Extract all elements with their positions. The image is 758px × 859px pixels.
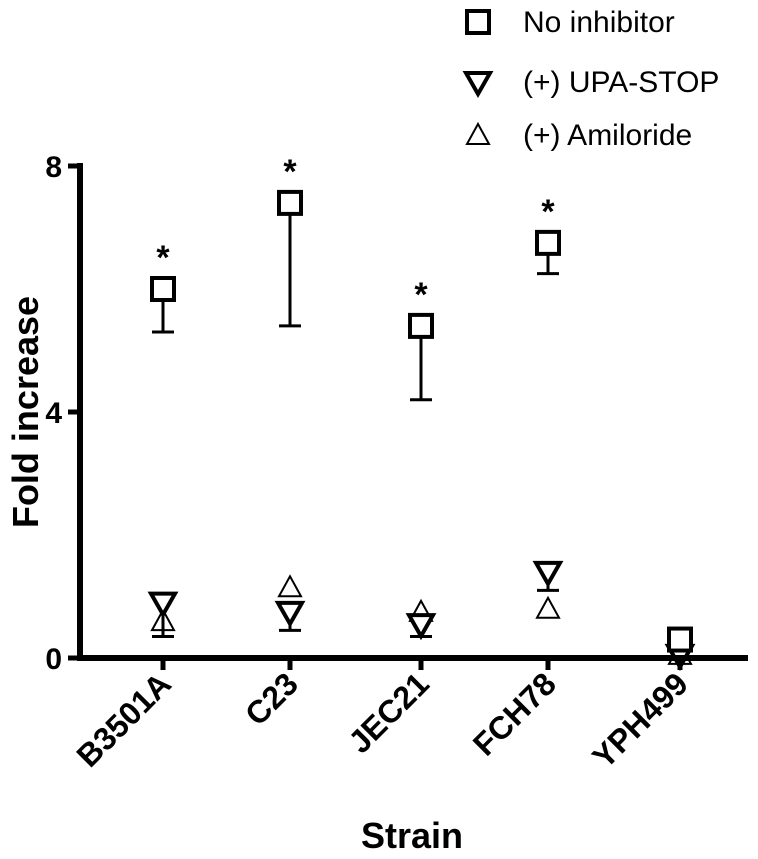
data-point-square <box>667 626 693 653</box>
axes: 0 4 8 B3501A C23 JEC21 FCH78 YPH499 <box>45 151 748 775</box>
marker-triangle-up <box>535 595 561 619</box>
legend-item: (+) UPA-STOP <box>462 66 719 99</box>
legend-marker-square <box>465 9 491 35</box>
data-point-triangle-down <box>274 600 306 632</box>
data-point-square <box>277 189 303 328</box>
significance-marker: * <box>156 239 170 277</box>
legend-label: No inhibitor <box>523 6 675 39</box>
significance-marker: * <box>283 153 297 191</box>
x-tick-label: FCH78 <box>466 665 563 762</box>
marker-square <box>667 626 693 653</box>
marker-square <box>408 312 434 339</box>
x-axis-title: Strain <box>361 815 463 856</box>
data-point-triangle-down <box>405 613 437 641</box>
legend-label: (+) Amiloride <box>523 119 692 152</box>
significance-marker: * <box>541 193 555 231</box>
marker-triangle-down <box>532 560 564 588</box>
data-point-square <box>535 229 561 276</box>
marker-square <box>277 189 303 216</box>
y-tick-label: 0 <box>45 643 62 676</box>
legend: No inhibitor (+) UPA-STOP (+) Amiloride <box>462 6 719 152</box>
x-tick-label: YPH499 <box>585 665 695 775</box>
marker-square <box>150 276 176 302</box>
marker-square <box>535 229 561 256</box>
y-tick-label: 8 <box>45 151 62 184</box>
x-tick-label: B3501A <box>69 665 177 773</box>
data-point-square <box>150 276 176 334</box>
plot-area: * * * * <box>147 153 696 671</box>
marker-triangle-down <box>147 591 179 619</box>
x-tick-label: C23 <box>238 665 305 732</box>
data-point-triangle-down <box>147 591 179 638</box>
legend-marker-triangle-up <box>465 121 491 145</box>
significance-marker: * <box>414 276 428 314</box>
marker-triangle-down <box>274 600 306 628</box>
legend-item: (+) Amiloride <box>465 119 692 152</box>
legend-item: No inhibitor <box>465 6 675 39</box>
data-point-triangle-up <box>277 574 303 598</box>
y-axis-title: Fold increase <box>5 296 46 528</box>
data-point-triangle-up <box>535 595 561 619</box>
y-tick-label: 4 <box>45 397 62 430</box>
legend-label: (+) UPA-STOP <box>523 66 719 99</box>
legend-marker-triangle-down <box>462 71 494 99</box>
marker-triangle-down <box>405 613 437 641</box>
data-point-square <box>408 312 434 402</box>
marker-triangle-up <box>277 574 303 598</box>
x-tick-label: JEC21 <box>341 665 436 760</box>
data-point-triangle-down <box>532 560 564 592</box>
